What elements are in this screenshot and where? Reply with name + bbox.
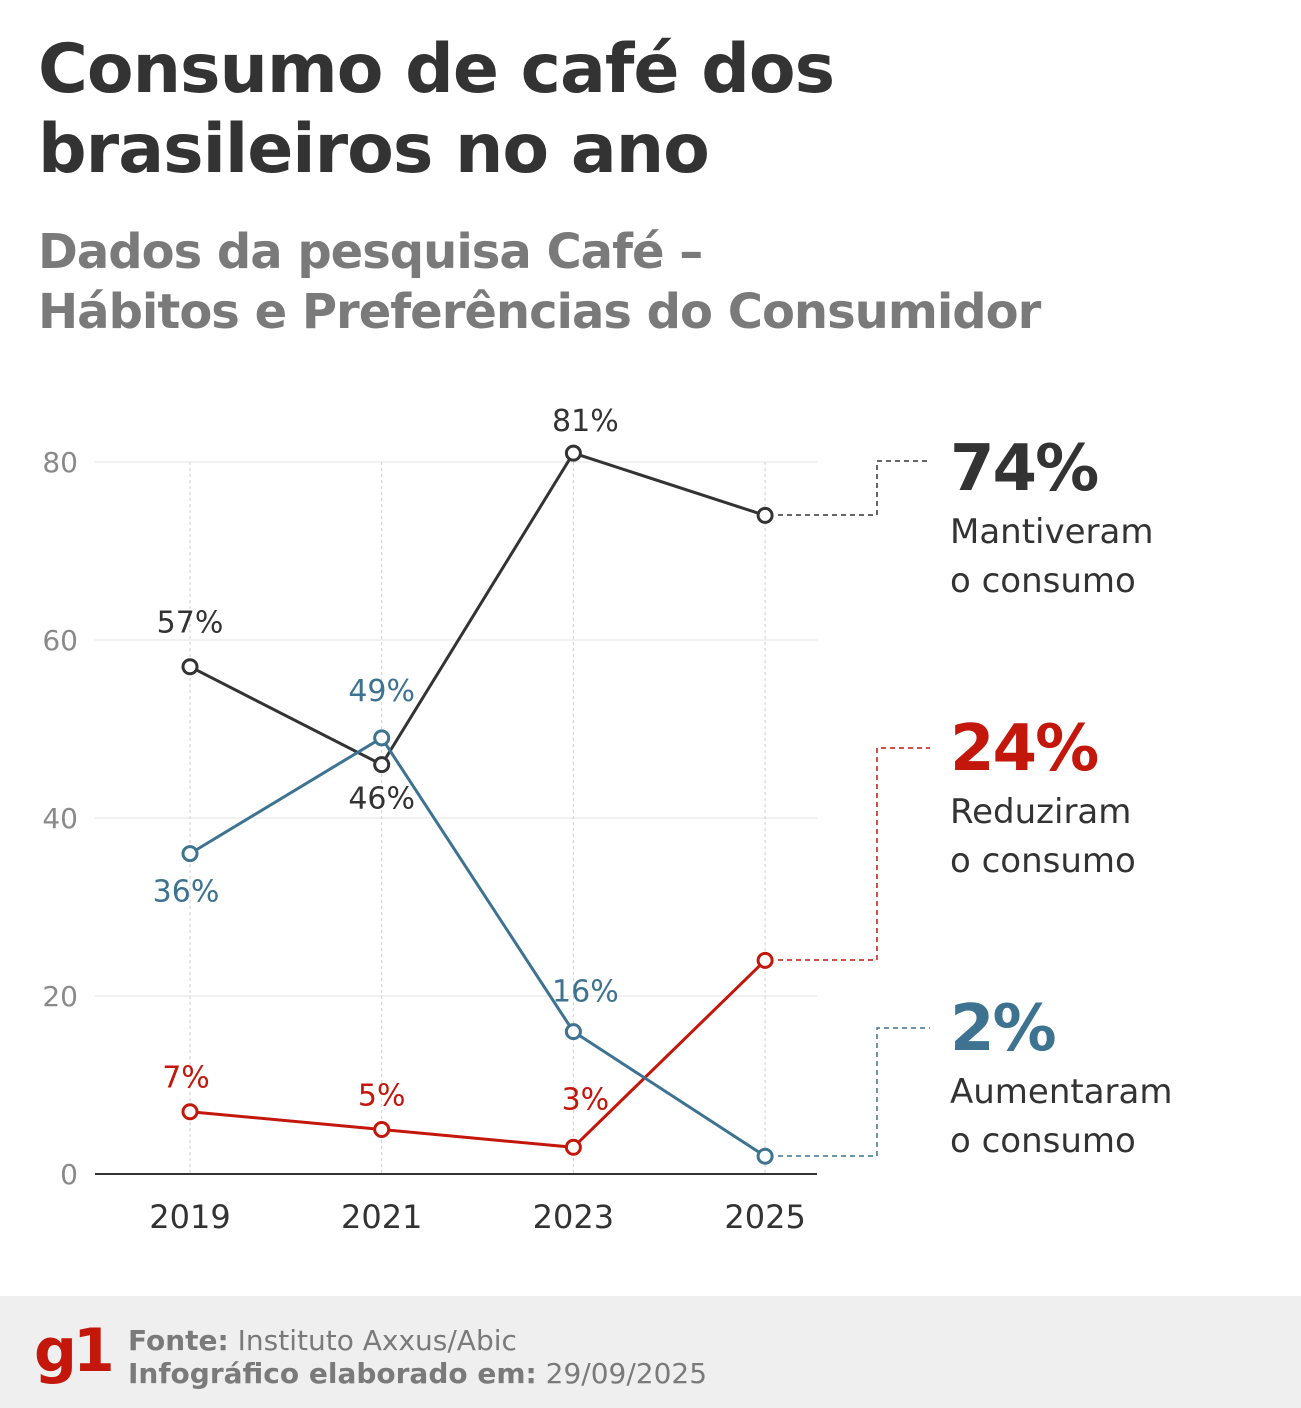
x-tick-label: 2023 [533,1198,614,1236]
series-line-0 [189,451,766,767]
subtitle-line: Hábitos e Preferências do Consumidor [38,284,1041,340]
data-point [373,729,391,747]
chart-subtitle: Dados da pesquisa Café – Hábitos e Prefe… [38,222,1041,342]
footer: g1 Fonte: Instituto Axxus/Abic Infográfi… [0,1296,1301,1408]
data-point [564,444,582,462]
data-point [756,506,774,524]
source: Instituto Axxus/Abic [237,1324,517,1357]
g1-logo: g1 [34,1316,115,1386]
data-point [756,1147,774,1165]
callout-value: 2% [950,992,1056,1066]
data-point [756,951,774,969]
y-tick-label: 40 [42,802,78,835]
data-point [373,1121,391,1138]
callout-label: o consumo [950,841,1136,881]
callout-connector [778,460,930,516]
series-line-2 [189,735,766,1158]
title-line: Consumo de café dos [38,30,835,109]
date-label: Infográfico elaborado em: [128,1357,537,1390]
callout-label: o consumo [950,561,1136,601]
y-tick-label: 80 [42,446,78,479]
date: 29/09/2025 [545,1357,708,1390]
x-tick-label: 2019 [149,1198,230,1236]
chart-title: Consumo de café dos brasileiros no ano [38,30,835,190]
y-tick-label: 20 [42,980,78,1013]
y-tick-label: 0 [60,1158,78,1191]
callout-connector [778,747,930,961]
data-label: 3% [562,1082,610,1117]
line-chart: 0 20 40 60 80 2019 2021 2023 2025 57% 46% 81% 74% Man… [42,404,1173,1236]
callout-label: Aumentaram [950,1072,1173,1112]
data-point [373,756,391,774]
x-tick-label: 2025 [724,1198,805,1236]
source-info: Fonte: Instituto Axxus/Abic Infográfico … [128,1324,707,1390]
subtitle-line: Dados da pesquisa Café – [38,224,703,280]
data-label: 7% [162,1061,210,1096]
data-label: 5% [358,1079,406,1114]
data-point [181,658,199,676]
callout-connector [778,1027,930,1157]
callout-label: Mantiveram [950,512,1153,552]
data-point [181,1103,199,1121]
data-label: 36% [153,875,220,910]
series-line-1 [189,959,767,1149]
callout-value: 24% [950,712,1098,786]
y-tick-label: 60 [42,624,78,657]
data-label: 46% [348,782,415,817]
callout-value: 74% [950,432,1098,506]
data-point [564,1023,582,1041]
callout-label: Reduziram [950,792,1131,832]
data-point [564,1138,582,1156]
data-label: 16% [552,975,619,1010]
source-label: Fonte: [128,1324,229,1357]
callout-label: o consumo [950,1121,1136,1161]
data-label: 81% [552,404,619,439]
title-line: brasileiros no ano [38,110,710,189]
x-tick-label: 2021 [341,1198,422,1236]
data-label: 57% [157,606,224,641]
data-label: 49% [348,674,415,709]
data-point [181,845,199,863]
